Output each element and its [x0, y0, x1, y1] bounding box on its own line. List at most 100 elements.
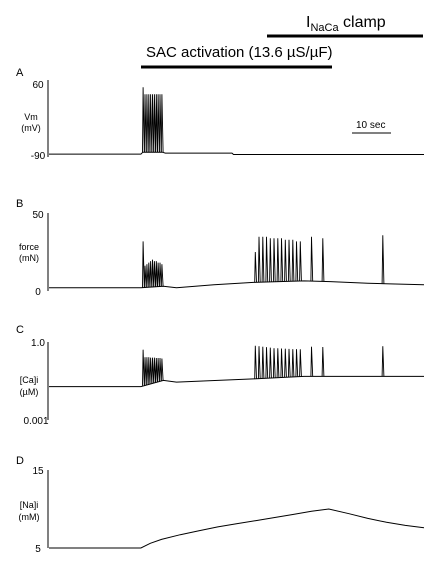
panel-b-spike	[153, 261, 157, 287]
panel-b-spike	[276, 238, 280, 282]
panel-b-spike	[157, 262, 160, 287]
panel-d-trace	[49, 508, 425, 549]
panel-a-spike	[151, 94, 155, 153]
panel-c-spike	[151, 357, 155, 384]
panel-a-spike	[142, 87, 145, 153]
panel-b-spike	[291, 239, 295, 282]
panel-b-ylabel-line2: (mN)	[19, 253, 39, 263]
panel-c-ytick-bottom: 0.001	[23, 416, 48, 427]
panel-b-spike	[287, 239, 291, 282]
panel-d-ytick-top: 15	[32, 466, 44, 477]
panel-a-ylabel-line1: Vm	[24, 112, 38, 122]
panel-c-spike	[381, 346, 385, 377]
panel-c-ylabel-line2: (µM)	[20, 387, 39, 397]
sac-activation-label: SAC activation (13.6 µS/µF)	[146, 44, 333, 61]
scale-bar-label: 10 sec	[356, 120, 385, 131]
panel-a-ylabel-line2: (mV)	[21, 123, 41, 133]
panel-b-spike	[257, 236, 261, 283]
panel-c-spike	[287, 348, 291, 378]
panel-a-spike	[157, 94, 160, 153]
panel-b-spike	[280, 238, 284, 282]
inaca-clamp-label: INaCa clamp	[306, 14, 386, 34]
panel-b-letter: B	[16, 198, 23, 210]
panel-c-ytick-top: 1.0	[31, 338, 45, 349]
panel-b-spike	[381, 235, 385, 284]
panel-c-spike	[142, 349, 145, 386]
panel-c-plot	[49, 345, 424, 388]
panel-d-ylabel-line1: [Na]i	[20, 500, 39, 510]
panel-b-spike	[299, 241, 302, 282]
panel-d-plot	[49, 508, 425, 549]
panel-c-spike	[321, 346, 325, 377]
panel-b-spike	[321, 238, 325, 282]
panel-b: B 50 0 force (mN)	[16, 198, 425, 298]
panel-b-spike	[310, 236, 314, 282]
panel-b-trace	[49, 280, 425, 289]
panel-d-ytick-bottom: 5	[35, 544, 41, 555]
panel-c-spike	[153, 357, 157, 383]
panel-b-spike	[261, 236, 265, 283]
panel-a-spike	[155, 94, 158, 153]
panel-c-spike	[158, 357, 162, 382]
panel-a-ytick-top: 60	[32, 80, 44, 91]
panel-b-spike	[151, 259, 155, 287]
panel-b-spike	[149, 261, 153, 288]
panel-c-ylabel-line1: [Ca]i	[20, 375, 39, 385]
panel-a-spike	[147, 94, 151, 153]
panel-b-spike	[147, 262, 151, 288]
panel-b-spike	[265, 236, 269, 283]
panel-b-spike	[143, 265, 147, 288]
panel-c-spike	[257, 346, 261, 379]
panel-d-letter: D	[16, 455, 24, 467]
panel-c-spike	[157, 357, 160, 382]
panel-c-spike	[149, 357, 153, 384]
panel-a-spike	[149, 94, 153, 153]
panel-b-ytick-bottom: 0	[35, 287, 41, 298]
panel-b-spike	[295, 241, 299, 282]
panel-c-letter: C	[16, 324, 24, 336]
panel-a-spike	[158, 94, 162, 153]
panel-c-spike	[291, 349, 295, 377]
panel-c-spike	[143, 357, 147, 386]
panel-b-plot	[49, 235, 425, 289]
panel-a-trace	[49, 151, 424, 155]
panel-b-spike	[158, 262, 162, 287]
panel-b-spike	[272, 238, 276, 282]
panel-c-spike	[310, 346, 314, 377]
panel-a-spike	[160, 94, 164, 153]
panel-d-ylabel-line2: (mM)	[19, 512, 40, 522]
panel-b-spike	[269, 238, 272, 282]
panel-a-spike	[153, 94, 157, 153]
panel-c-spike	[261, 346, 265, 379]
panel-c-spike	[147, 357, 151, 385]
panel-c-spike	[269, 347, 272, 379]
panel-c-spike	[155, 357, 158, 383]
panel-c-spike	[265, 347, 269, 379]
panel-b-spike	[254, 251, 257, 283]
panel-b-spike	[145, 264, 149, 288]
panel-c-spike	[295, 349, 299, 377]
panel-a: A 60 -90 Vm (mV) 10 sec	[16, 67, 424, 162]
panel-c-spike	[160, 358, 164, 381]
panel-c-spike	[276, 348, 280, 378]
panel-a-spike	[145, 94, 149, 153]
panel-a-ytick-bottom: -90	[31, 151, 46, 162]
panel-a-spike	[143, 94, 147, 153]
panel-b-spike	[284, 239, 287, 282]
panel-c: C 1.0 0.001 [Ca]i (µM)	[16, 324, 424, 427]
panel-c-spike	[145, 357, 149, 385]
panel-b-spike	[155, 261, 158, 287]
panel-c-spike	[299, 349, 302, 377]
panel-c-trace	[49, 375, 424, 388]
panel-b-ylabel-line1: force	[19, 242, 39, 252]
panel-b-spike	[142, 241, 145, 288]
panel-c-spike	[254, 345, 257, 379]
protocol-header: INaCa clamp SAC activation (13.6 µS/µF)	[141, 14, 423, 69]
panel-a-plot	[49, 87, 424, 155]
panel-c-spike	[284, 348, 287, 378]
panel-b-spike	[160, 264, 164, 287]
panel-a-letter: A	[16, 67, 24, 79]
panel-c-spike	[272, 348, 276, 378]
panel-d: D 15 5 [Na]i (mM)	[16, 455, 425, 555]
